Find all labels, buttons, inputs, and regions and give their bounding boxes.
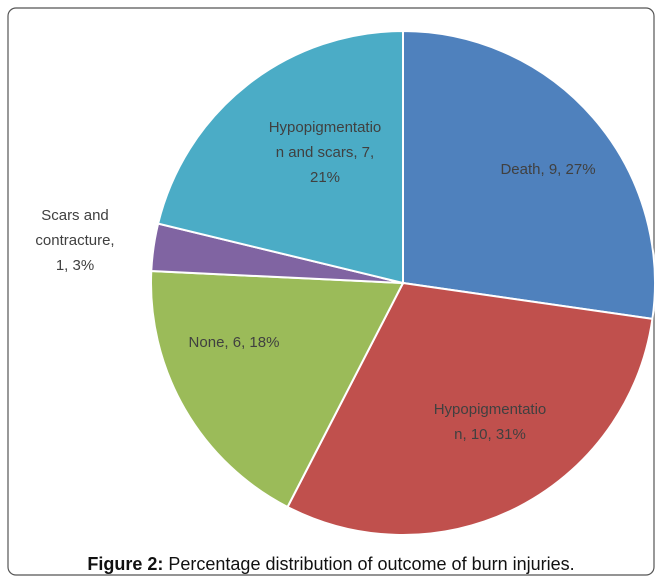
pie-slice: [156, 29, 404, 285]
slice-label: Hypopigmentatio: [269, 119, 382, 136]
caption-text: Percentage distribution of outcome of bu…: [163, 554, 574, 574]
caption: Figure 2: Percentage distribution of out…: [87, 554, 574, 574]
slice-label: None, 6, 18%: [189, 334, 280, 351]
slice-label: 21%: [310, 169, 340, 186]
slice-label: Scars and: [41, 207, 109, 224]
pie-slice: [150, 269, 405, 509]
slice-label: Death, 9, 27%: [500, 161, 595, 178]
caption-label: Figure 2:: [87, 554, 163, 574]
slice-label: 1, 3%: [56, 257, 94, 274]
pie-slice: [286, 281, 654, 536]
slice-label: n and scars, 7,: [276, 144, 374, 161]
pie-slice: [402, 29, 656, 320]
slice-label: n, 10, 31%: [454, 426, 526, 443]
slice-label: contracture,: [35, 232, 114, 249]
slice-label: Hypopigmentatio: [434, 401, 547, 418]
